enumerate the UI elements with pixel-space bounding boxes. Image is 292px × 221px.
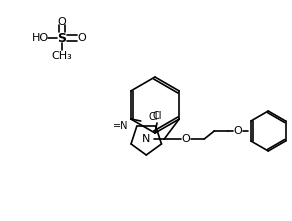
Text: O: O: [58, 17, 66, 27]
Text: Cl: Cl: [152, 111, 162, 121]
Text: N: N: [142, 134, 150, 144]
Text: O: O: [182, 134, 191, 144]
Text: S: S: [58, 32, 67, 44]
Text: =N: =N: [113, 121, 129, 131]
Text: O: O: [78, 33, 86, 43]
Text: O: O: [234, 126, 243, 136]
Text: HO: HO: [32, 33, 48, 43]
Text: CH₃: CH₃: [52, 51, 72, 61]
Text: Cl: Cl: [149, 112, 158, 122]
